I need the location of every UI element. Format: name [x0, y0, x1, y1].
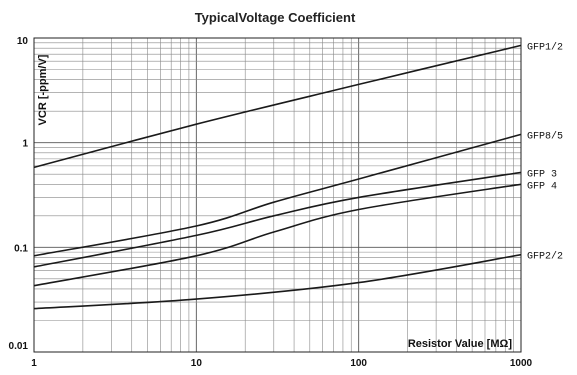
series-label: GFP1/2 — [527, 41, 563, 53]
y-tick-label: 10 — [17, 36, 29, 47]
plot-area — [34, 38, 521, 352]
series-label: GFP 3 — [527, 169, 557, 180]
y-tick-label: 0.01 — [9, 341, 29, 352]
series-line — [33, 183, 522, 287]
x-tick-label: 100 — [350, 358, 367, 369]
x-tick-labels: 1 10 100 1000 — [31, 358, 532, 369]
series-label: GFP2/2 — [527, 251, 563, 263]
plot-frame — [33, 37, 522, 353]
series-lines — [33, 44, 522, 310]
y-tick-labels: 10 1 0.1 0.01 — [9, 36, 29, 352]
series-line — [33, 44, 522, 169]
x-axis-label: Resistor Value [MΩ] — [408, 338, 513, 350]
y-tick-label: 0.1 — [14, 243, 28, 254]
series-label: GFP 4 — [527, 181, 557, 192]
series-line — [33, 253, 522, 310]
series-line — [33, 171, 522, 268]
x-tick-label: 1 — [31, 358, 37, 369]
x-tick-label: 1000 — [510, 358, 533, 369]
x-tick-label: 10 — [191, 358, 203, 369]
y-tick-label: 1 — [22, 139, 28, 150]
series-label: GFP8/5 — [527, 130, 563, 142]
y-axis-label: VCR [-ppm/V] — [37, 54, 49, 125]
chart-title: TypicalVoltage Coefficient — [195, 10, 356, 25]
series-line — [33, 133, 522, 257]
